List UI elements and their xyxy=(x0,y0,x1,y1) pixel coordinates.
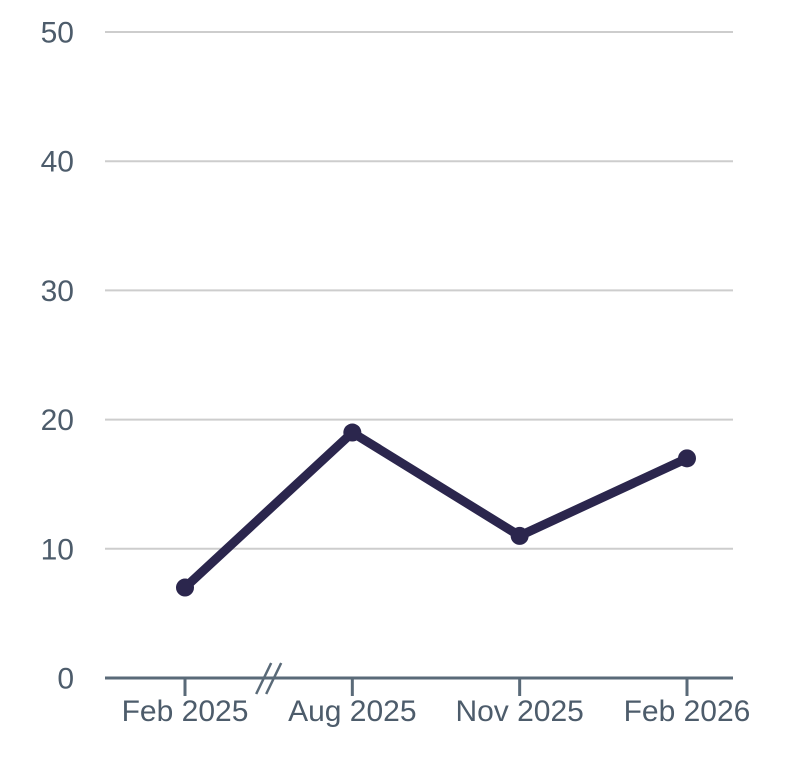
y-axis-tick-label: 40 xyxy=(41,146,74,179)
y-axis-tick-label: 10 xyxy=(41,533,74,566)
y-axis-tick-label: 50 xyxy=(41,17,74,50)
x-axis-tick-label: Aug 2025 xyxy=(288,695,416,728)
x-axis-tick-label: Nov 2025 xyxy=(455,695,583,728)
axis-break-icon xyxy=(265,662,283,695)
axis-break-icon xyxy=(255,662,273,695)
x-axis-tick-label: Feb 2025 xyxy=(122,695,249,728)
data-point xyxy=(677,449,696,468)
data-point xyxy=(176,578,194,597)
data-point xyxy=(343,423,362,442)
series-line xyxy=(180,428,692,593)
data-point xyxy=(510,526,529,545)
y-axis-tick-label: 0 xyxy=(57,663,74,696)
y-axis-tick-label: 20 xyxy=(41,404,74,437)
x-axis-tick-label: Feb 2026 xyxy=(624,695,751,728)
y-axis-tick-label: 30 xyxy=(41,275,74,308)
